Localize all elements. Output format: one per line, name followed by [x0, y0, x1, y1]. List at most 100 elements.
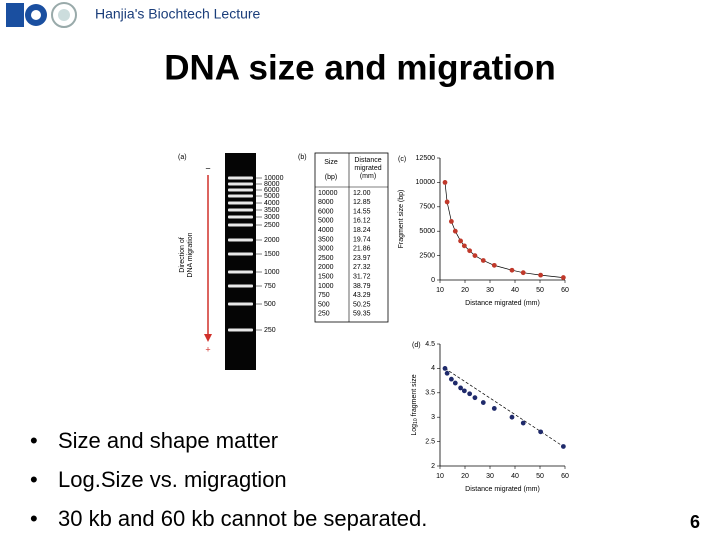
data-point — [448, 376, 454, 382]
table-cell: 6000 — [318, 208, 334, 215]
data-point — [472, 395, 478, 401]
band-label: 6000 — [264, 187, 280, 194]
table-cell: 27.32 — [353, 264, 371, 271]
table-cell: 3500 — [318, 236, 334, 243]
data-point — [452, 228, 458, 234]
gel-band — [228, 223, 253, 227]
band-label: 750 — [264, 283, 276, 290]
data-point — [538, 429, 544, 435]
gel-band — [228, 284, 253, 288]
x-tick-label: 40 — [511, 473, 519, 480]
data-point — [467, 248, 473, 254]
table-cell: 750 — [318, 292, 330, 299]
slide-title: DNA size and migration — [164, 48, 556, 87]
band-label: 8000 — [264, 181, 280, 188]
band-label: 4000 — [264, 200, 280, 207]
y-tick-label: 2 — [431, 463, 435, 470]
y-tick-label: 10000 — [416, 179, 436, 186]
band-label: 1500 — [264, 251, 280, 258]
data-point — [467, 391, 473, 397]
gel-band — [228, 194, 253, 198]
table-cell: 43.29 — [353, 292, 371, 299]
fit-line — [444, 368, 564, 447]
gel-band — [228, 252, 253, 256]
data-point — [458, 238, 463, 244]
band-label: 1000 — [264, 269, 280, 276]
table-header: (bp) — [325, 174, 337, 181]
y-tick-label: 2.5 — [425, 438, 435, 445]
table-cell: 18.24 — [353, 227, 371, 234]
gel-axis-label: Direction of — [179, 237, 186, 272]
table-cell: 2000 — [318, 264, 334, 271]
fit-curve — [444, 182, 564, 278]
x-tick-label: 20 — [461, 287, 469, 294]
y-axis-label: Log10 fragment size — [411, 374, 419, 435]
gel-band — [228, 201, 253, 205]
panel-label: (b) — [298, 154, 307, 161]
x-tick-label: 60 — [561, 287, 569, 294]
data-point — [452, 380, 458, 386]
x-tick-label: 40 — [511, 287, 519, 294]
gel-band — [228, 238, 253, 242]
bullet-dot: • — [30, 506, 38, 531]
panel-label: (c) — [398, 156, 406, 163]
band-label: 3500 — [264, 207, 280, 214]
gel-band — [228, 188, 253, 192]
y-axis-label: Fragment size (bp) — [398, 190, 405, 249]
gel-axis-label: DNA migration — [187, 232, 194, 277]
gel — [225, 153, 256, 370]
data-point — [442, 180, 448, 185]
band-label: 10000 — [264, 175, 284, 182]
logo — [6, 2, 77, 28]
x-tick-label: 30 — [486, 287, 494, 294]
band-label: 2500 — [264, 222, 280, 229]
y-tick-label: 0 — [431, 277, 435, 284]
bullet-text: Log.Size vs. migragtion — [58, 467, 287, 492]
band-label: 5000 — [264, 193, 280, 200]
table-cell: 21.86 — [353, 246, 371, 253]
gel-band — [228, 176, 253, 180]
panel-label: (d) — [412, 342, 421, 349]
data-point — [480, 400, 486, 405]
gel-band — [228, 208, 253, 212]
y-tick-label: 3 — [431, 414, 435, 421]
band-label: 3000 — [264, 214, 280, 221]
panel-label: (a) — [178, 154, 187, 161]
data-point — [442, 366, 448, 371]
band-label: 250 — [264, 327, 276, 334]
table-cell: 8000 — [318, 199, 334, 206]
table-cell: 500 — [318, 301, 330, 308]
table-cell: 4000 — [318, 227, 334, 234]
table-cell: 19.74 — [353, 236, 371, 243]
gel-band — [228, 182, 253, 186]
bullet-text: Size and shape matter — [58, 428, 278, 453]
x-tick-label: 10 — [436, 473, 444, 480]
data-point — [448, 219, 454, 224]
bullet-dot: • — [30, 428, 38, 453]
table-cell: 1500 — [318, 274, 334, 281]
table-header: migrated — [354, 165, 381, 172]
table-cell: 12.00 — [353, 190, 371, 197]
bullet-dot: • — [30, 467, 38, 492]
y-axis-label-sub: 10 — [413, 418, 419, 424]
data-point — [491, 406, 497, 411]
table-cell: 3000 — [318, 246, 334, 253]
data-point — [509, 267, 515, 273]
x-tick-label: 50 — [536, 287, 544, 294]
data-point — [480, 258, 486, 263]
table-cell: 2500 — [318, 255, 334, 262]
y-tick-label: 4.5 — [425, 341, 435, 348]
data-point — [472, 253, 478, 258]
table-frame — [314, 152, 389, 323]
band-label: 2000 — [264, 237, 280, 244]
data-point — [458, 385, 463, 391]
data-point — [461, 243, 467, 249]
table-cell: 31.72 — [353, 274, 371, 281]
table-cell: 14.55 — [353, 208, 371, 215]
x-axis-label: Distance migrated (mm) — [465, 300, 540, 307]
table-cell: 50.25 — [353, 301, 371, 308]
data-point — [444, 199, 450, 205]
x-tick-label: 20 — [461, 473, 469, 480]
table-cell: 10000 — [318, 190, 338, 197]
